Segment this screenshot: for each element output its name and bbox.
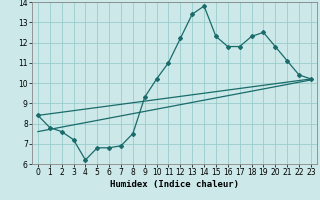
X-axis label: Humidex (Indice chaleur): Humidex (Indice chaleur) [110, 180, 239, 189]
